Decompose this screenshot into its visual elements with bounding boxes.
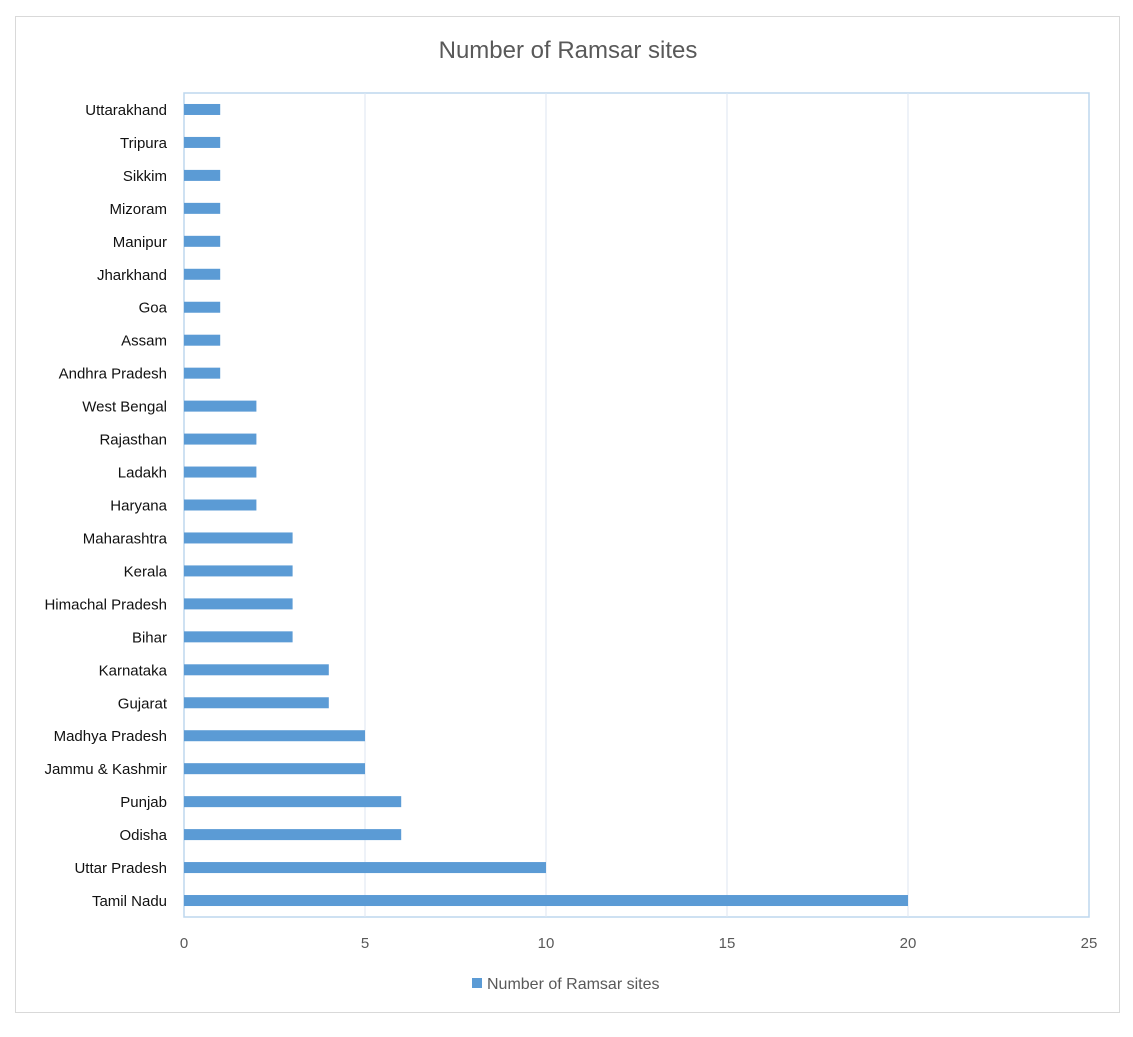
category-axis: Tamil Nadu Uttar Pradesh Odisha Punjab Jammu… [44,102,167,910]
bar [184,763,365,775]
chart-title: Number of Ramsar sites [439,37,698,64]
legend-swatch [472,978,482,988]
category-label: Assam [121,333,167,350]
category-label: Kerala [124,563,168,580]
category-label: Ladakh [118,465,167,482]
bar [184,862,546,874]
bar [184,202,221,214]
category-label: Andhra Pradesh [59,366,167,383]
x-tick-label: 20 [900,935,917,952]
legend-label: Number of Ramsar sites [487,976,660,993]
bar [184,565,293,577]
bar [184,367,221,379]
category-label: Himachal Pradesh [44,596,167,613]
bar [184,268,221,280]
bar [184,136,221,148]
category-label: Sikkim [123,168,167,185]
x-tick-label: 15 [719,935,736,952]
x-tick-label: 5 [361,935,369,952]
category-label: Jharkhand [97,267,167,284]
bar [184,235,221,247]
x-tick-label: 0 [180,935,188,952]
category-label: Goa [139,300,168,317]
category-label: Madhya Pradesh [54,728,167,745]
bar [184,532,293,544]
category-label: Uttarakhand [85,102,167,119]
category-label: Mizoram [109,201,167,218]
category-label: Bihar [132,629,167,646]
value-axis: 0 5 10 15 20 25 [180,935,1098,952]
bar [184,664,329,676]
bars [184,103,908,907]
bar [184,829,402,841]
bar [184,895,908,907]
category-label: Maharashtra [83,530,168,547]
bar [184,301,221,313]
bar [184,499,257,511]
category-label: Jammu & Kashmir [44,761,167,778]
bar [184,796,402,808]
legend: Number of Ramsar sites [472,976,660,993]
plot-area [183,92,1090,918]
category-label: Tamil Nadu [92,893,167,910]
bar [184,400,257,412]
category-label: Rajasthan [99,432,167,449]
category-label: Gujarat [118,695,168,712]
bar [184,103,221,115]
bar [184,631,293,643]
x-tick-label: 25 [1081,935,1098,952]
category-label: Manipur [113,234,167,251]
category-label: Punjab [120,794,167,811]
gridlines [364,93,909,917]
category-label: Uttar Pradesh [74,860,167,877]
chart-frame [15,16,1120,1013]
category-label: Odisha [119,827,167,844]
bar [184,466,257,478]
bar [184,334,221,346]
category-label: Tripura [120,135,168,152]
x-tick-label: 10 [538,935,555,952]
bar [184,169,221,181]
category-label: West Bengal [82,399,167,416]
bar [184,730,365,742]
bar [184,433,257,445]
bar [184,598,293,610]
bar [184,697,329,709]
category-label: Karnataka [99,662,168,679]
category-label: Haryana [110,498,167,515]
